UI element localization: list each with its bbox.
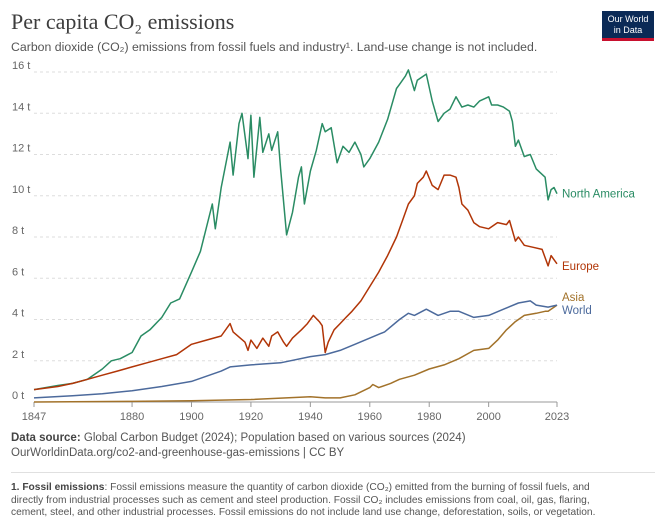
series-label-world[interactable]: World	[562, 305, 592, 317]
series-line-north-america[interactable]	[33, 69, 558, 391]
footnote: 1. Fossil emissions: Fossil emissions me…	[11, 482, 611, 520]
footnote-text: : Fossil emissions measure the quantity …	[11, 482, 596, 518]
series-label-north-america[interactable]: North America	[562, 189, 635, 201]
x-tick-label: 1960	[358, 411, 382, 420]
logo-line-2: in Data	[613, 25, 643, 35]
series-line-world[interactable]	[33, 300, 558, 399]
x-tick-label: 1940	[298, 411, 322, 420]
data-source-label: Data source:	[11, 432, 81, 444]
data-source-text: Global Carbon Budget (2024); Population …	[83, 432, 466, 444]
x-tick-label: 1880	[120, 411, 144, 420]
x-tick-label: 1920	[239, 411, 263, 420]
y-tick-label: 12 t	[12, 143, 30, 155]
y-grid	[34, 71, 557, 403]
y-tick-labels: 0 t 2 t 4 t 6 t 8 t 10 t 12 t 14 t 16 t	[12, 60, 30, 402]
x-tick-label: 1980	[417, 411, 441, 420]
x-tick-label: 2000	[476, 411, 500, 420]
series-label-europe[interactable]: Europe	[562, 261, 599, 273]
y-tick-label: 4 t	[12, 308, 24, 320]
y-tick-label: 6 t	[12, 266, 24, 278]
y-tick-label: 14 t	[12, 101, 30, 113]
series-line-asia[interactable]	[33, 304, 558, 403]
owid-logo[interactable]: Our World in Data	[602, 11, 654, 41]
y-tick-label: 0 t	[12, 390, 24, 402]
series-label-asia[interactable]: Asia	[562, 292, 585, 304]
chart-title: Per capita CO₂ emissions	[11, 9, 235, 34]
footer-divider	[11, 472, 655, 473]
y-tick-label: 10 t	[12, 184, 30, 196]
x-tick-label: 1900	[179, 411, 203, 420]
logo-accent-bar	[602, 38, 654, 41]
data-source: Data source: Global Carbon Budget (2024)…	[11, 432, 466, 444]
line-chart: 0 t 2 t 4 t 6 t 8 t 10 t 12 t 14 t 16 t 1847 1880…	[12, 60, 635, 420]
x-tick-label: 2023	[545, 411, 569, 420]
series-line-europe[interactable]	[33, 170, 558, 391]
y-tick-label: 8 t	[12, 225, 24, 237]
logo-line-1: Our World	[607, 14, 649, 24]
x-tick-labels: 1847 1880 1900 1920 1940 1960 1980 2000 2023	[22, 402, 569, 420]
footnote-label: 1. Fossil emissions	[11, 482, 105, 493]
series-lines	[33, 69, 558, 403]
source-url[interactable]: OurWorldinData.org/co2-and-greenhouse-ga…	[11, 447, 345, 459]
y-tick-label: 16 t	[12, 60, 30, 72]
x-tick-label: 1847	[22, 411, 46, 420]
chart-subtitle: Carbon dioxide (CO₂) emissions from foss…	[11, 40, 538, 54]
y-tick-label: 2 t	[12, 349, 24, 361]
